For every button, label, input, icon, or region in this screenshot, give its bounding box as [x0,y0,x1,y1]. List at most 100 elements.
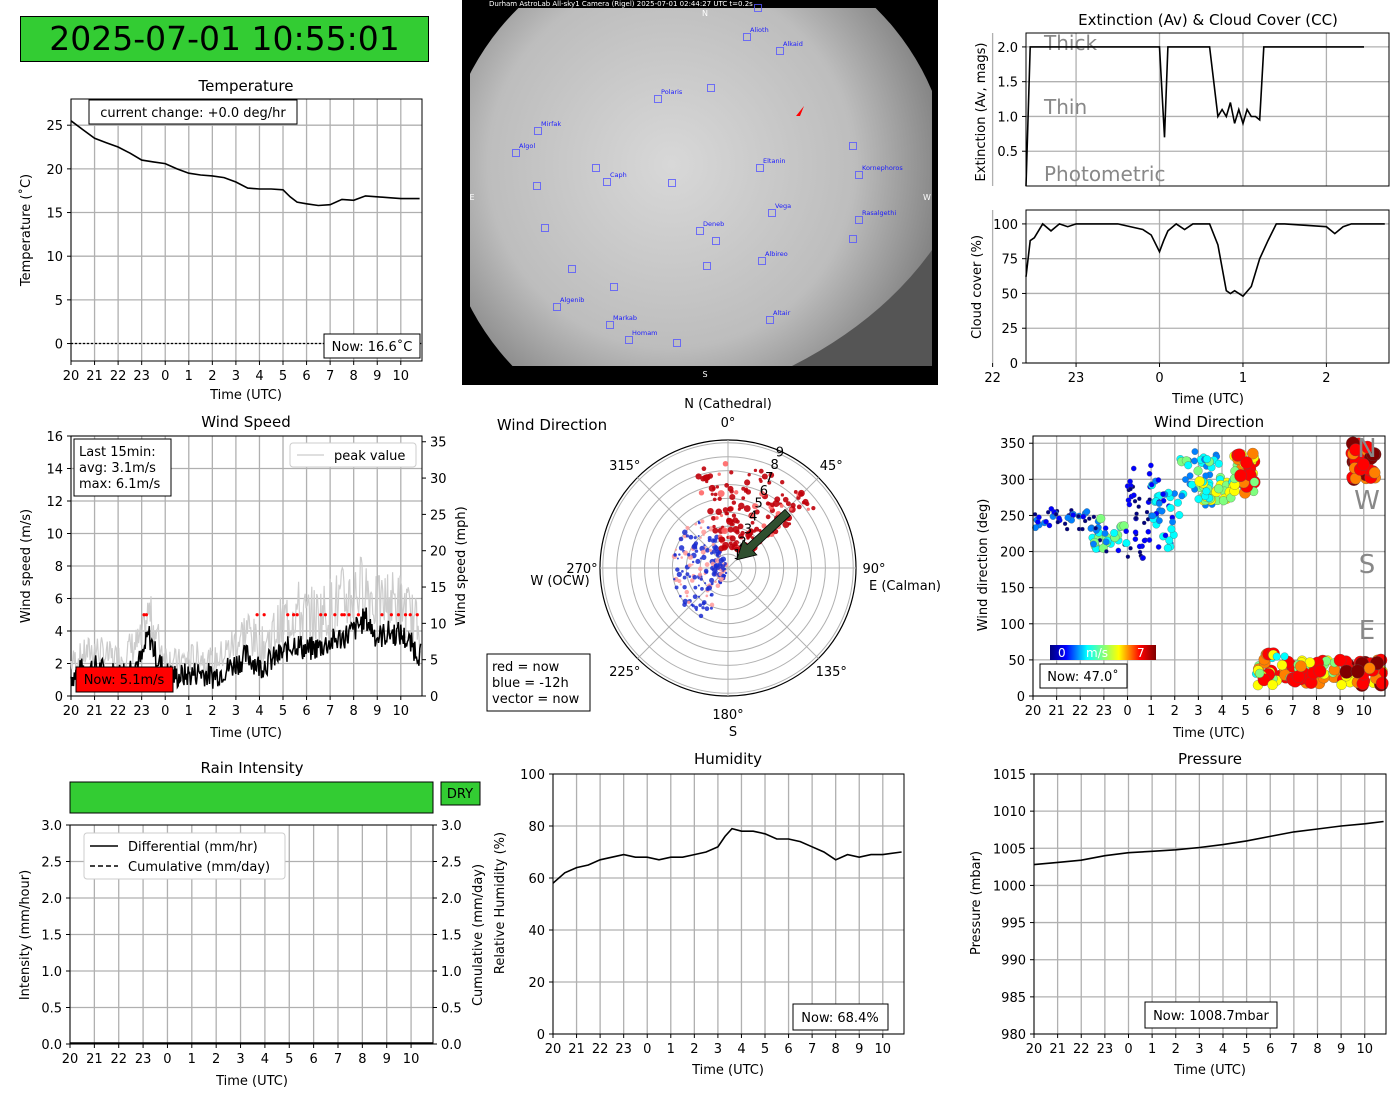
star-box [855,171,863,179]
wind-scatter-point [1182,476,1189,483]
pressure-y-ticks: 980 985 990 995 1000 1005 1010 1015 [993,768,1034,1043]
cloud-ytick-label: 0 [1010,357,1018,372]
rain-xtick-label: 5 [285,1052,293,1067]
polar-point-now [793,490,798,494]
polar-point-old [677,578,682,584]
wind-speed-mph-label: 10 [430,617,447,632]
wind-scatter-ytick-label: 200 [1000,546,1025,561]
compass-n: N [1357,434,1376,464]
wind-scatter-point [1375,676,1389,690]
polar-point-old [678,536,684,542]
cloud-x-ticks: 22 23 0 1 2 [984,363,1331,386]
polar-angle-label: 0° [721,416,736,431]
polar-radius-label: 6 [760,484,768,499]
wind-scatter-point [1093,526,1098,531]
polar-point-old [678,545,685,551]
rain-status-bar [69,781,434,814]
colorbar-min: 0 [1058,646,1066,660]
wind-scatter-point [1125,554,1131,559]
extinction-ytick-label: 0.5 [997,145,1018,160]
star-box [696,227,704,235]
wind-now: Now: 5.1m/s [84,673,165,688]
pressure-ytick-label: 995 [1001,917,1026,932]
polar-point-old [702,533,705,537]
wind-scatter-point [1128,486,1133,492]
polar-point-now [701,466,707,471]
star-box [606,321,614,329]
star-box [758,257,766,265]
pressure-xtick-label: 20 [1026,1042,1043,1057]
polar-point-old [682,584,687,590]
polar-point-old [682,529,688,535]
wind-scatter-point [1155,544,1162,550]
rain-ytick-right-label: 0.0 [441,1038,462,1053]
wind-scatter-point [1174,498,1182,507]
polar-point-now [732,541,738,547]
wind-speed-xtick-label: 4 [255,704,263,719]
wind-scatter-xtick-label: 0 [1123,704,1131,719]
pressure-grid [1033,773,1386,1035]
polar-point-old [701,529,707,535]
wind-speed-ytick-label: 8 [55,560,63,575]
temperature-change-note: current change: +0.0 deg/hr [100,106,286,121]
rain-ytick-right-label: 2.0 [441,892,462,907]
wind-stats-line2: avg: 3.1m/s [79,461,156,476]
wind-polar-angle-labels: 0° 45° 90° 135° 180° 225° 270° 315° [566,416,885,723]
wind-scatter-point [1048,506,1055,512]
wind-speed-mph-label: 5 [430,654,438,669]
red-arrow-marker [796,106,804,116]
star-label: Mirfak [541,120,561,128]
wind-scatter-ytick-label: 250 [1000,509,1025,524]
wind-gust-markers [142,613,419,617]
wind-scatter-point [1090,540,1097,548]
wind-scatter-point [1136,543,1143,550]
star-box-unlabeled [610,283,618,291]
polar-point-old [692,574,698,580]
wind-scatter-xtick-label: 10 [1355,704,1372,719]
wind-scatter-xtick-label: 20 [1025,704,1042,719]
star-box-unlabeled [707,84,715,92]
polar-point-now [768,472,775,478]
pressure-ytick-label: 990 [1001,954,1026,969]
star-box-unlabeled [668,179,676,187]
star-label: Caph [610,171,627,179]
polar-point-old [687,553,691,557]
pressure-ytick-label: 980 [1001,1028,1026,1043]
polar-point-now [737,523,744,530]
humidity-xtick-label: 20 [545,1042,562,1057]
extinction-ytick-label: 1.5 [997,76,1018,91]
polar-point-now [745,531,753,539]
rain-y-ticks-right: 0.0 0.5 1.0 1.5 2.0 2.5 3.0 [433,819,462,1053]
rain-title: Rain Intensity [200,759,303,777]
polar-point-old [708,548,712,552]
wind-scatter-point [1363,662,1376,675]
wind-gust-dot [333,613,337,617]
polar-point-old [687,600,691,605]
star-label: Deneb [703,220,724,228]
polar-point-now [796,504,802,510]
wind-polar-legend-red: red = now [492,660,560,675]
wind-scatter-point [1127,478,1133,485]
polar-point-old [699,526,703,530]
wind-polar-west-label: W (OCW) [530,574,589,589]
wind-scatter-point [1032,524,1039,532]
polar-point-old [673,578,676,581]
wind-scatter-point [1110,529,1119,537]
polar-point-old [697,572,703,577]
star-label: Algol [519,142,535,150]
polar-point-old [689,578,695,583]
polar-point-now [729,470,734,475]
star-label: Alkaid [783,40,803,48]
humidity-ytick-label: 40 [528,924,545,939]
zone-thin: Thin [1043,95,1087,119]
wind-gust-dot [380,613,384,617]
polar-radius-label: 3 [744,522,752,537]
wind-speed-xtick-label: 23 [133,704,150,719]
polar-point-old [700,519,705,524]
wind-scatter-point [1165,536,1174,545]
polar-point-old [692,594,698,600]
wind-gust-dot [342,613,346,617]
extinction-ytick-label: 1.0 [997,110,1018,125]
temperature-y-ticks: 0 5 10 15 20 25 [46,119,71,353]
polar-point-old [704,562,710,567]
